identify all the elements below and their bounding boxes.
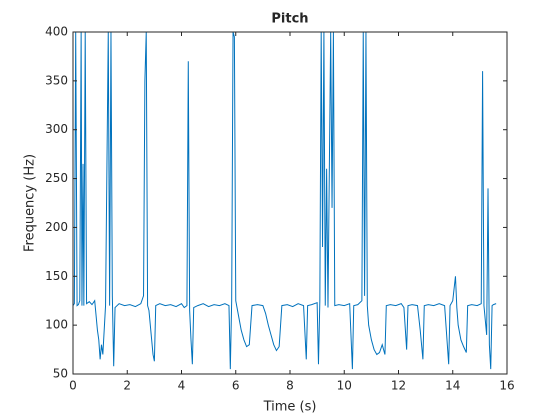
chart-title: Pitch [271,12,308,27]
x-tick-label: 12 [391,379,406,393]
pitch-line [73,32,497,370]
y-tick-label: 100 [45,318,68,332]
y-tick-label: 250 [45,171,68,185]
x-tick-label: 2 [123,379,131,393]
y-tick-label: 150 [45,269,68,283]
y-tick-label: 50 [53,367,68,381]
y-tick-label: 350 [45,73,68,87]
x-tick-label: 14 [445,379,460,393]
x-tick-label: 10 [337,379,352,393]
y-axis-label: Frequency (Hz) [23,154,38,252]
x-tick-label: 6 [232,379,240,393]
x-tick-label: 0 [69,379,77,393]
y-tick-label: 400 [45,25,68,39]
x-tick-label: 8 [286,379,294,393]
x-tick-label: 16 [499,379,514,393]
x-tick-label: 4 [178,379,186,393]
y-tick-label: 300 [45,122,68,136]
y-tick-label: 200 [45,220,68,234]
x-axis-label: Time (s) [263,400,317,415]
